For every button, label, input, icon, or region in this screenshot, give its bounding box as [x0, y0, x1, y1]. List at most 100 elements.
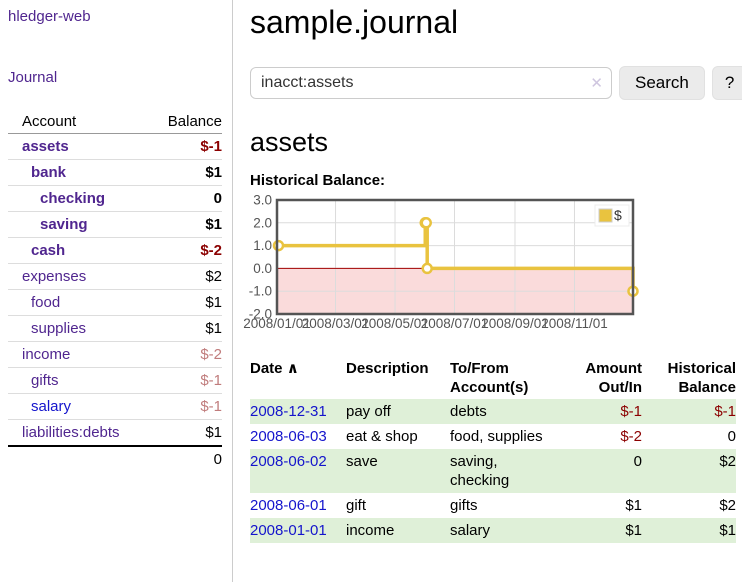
transaction-date-link[interactable]: 2008-01-01: [250, 522, 327, 539]
x-tick-label: 2008/11/01: [541, 316, 608, 331]
account-balance: $-2: [152, 237, 222, 264]
account-balance: $-2: [152, 341, 222, 368]
transaction-balance: 0: [727, 428, 736, 445]
account-balance: $-1: [152, 393, 222, 420]
register-col-date[interactable]: Date ∧: [250, 360, 299, 377]
legend-label: $: [614, 207, 622, 223]
account-row: checking 0: [8, 185, 222, 212]
account-row: assets $-1: [8, 134, 222, 160]
account-link[interactable]: saving: [40, 216, 88, 233]
transaction-balance: $2: [719, 497, 736, 514]
account-link[interactable]: expenses: [22, 268, 87, 285]
transaction-description: gift: [346, 497, 367, 514]
x-tick-label: 2008/03/01: [302, 316, 370, 331]
account-link[interactable]: liabilities:debts: [22, 424, 120, 441]
account-link[interactable]: cash: [31, 242, 66, 259]
account-row: salary $-1: [8, 393, 222, 420]
main-content: sample.journal ✕ Search ? assets Histori…: [233, 0, 742, 582]
transaction-balance: $-1: [714, 403, 736, 420]
account-balance: $1: [152, 419, 222, 446]
account-link[interactable]: gifts: [31, 372, 59, 389]
transaction-date-link[interactable]: 2008-06-02: [250, 453, 327, 470]
register-row: 2008-06-01 gift gifts $1 $2: [250, 493, 736, 518]
sidebar-item-journal[interactable]: Journal: [8, 69, 58, 86]
x-tick-label: 2008/05/01: [361, 316, 429, 331]
account-balance: $-1: [200, 138, 222, 155]
account-row: gifts $-1: [8, 367, 222, 394]
account-balance: $1: [152, 289, 222, 316]
y-tick-label: -2.0: [249, 307, 272, 322]
register-col-balance: Historical Balance: [667, 360, 736, 396]
transaction-amount: $-1: [620, 403, 642, 420]
accounts-table: Account Balance assets $-1 bank $1 checking 0…: [8, 110, 222, 472]
historical-balance-chart[interactable]: $3.0 2.0 1.0 0.0 -1.0 -2.02008/01/012008/03/0…: [243, 193, 740, 335]
account-link[interactable]: checking: [40, 190, 106, 207]
register-row: 2008-12-31 pay off debts $-1 $-1: [250, 399, 736, 424]
account-link[interactable]: assets: [22, 138, 69, 155]
account-link[interactable]: food: [31, 294, 61, 311]
data-point-marker[interactable]: [272, 239, 285, 252]
help-button[interactable]: ?: [711, 66, 742, 100]
account-row: supplies $1: [8, 315, 222, 342]
search-button[interactable]: Search: [619, 66, 705, 100]
register-col-accounts: To/From Account(s): [450, 360, 529, 396]
account-row: expenses $2: [8, 263, 222, 290]
y-tick-label: 1.0: [253, 238, 272, 253]
search-form: ✕ Search ?: [250, 66, 742, 100]
y-tick-label: 3.0: [253, 193, 272, 208]
accounts-total-value: 0: [152, 445, 222, 472]
data-point-marker[interactable]: [421, 262, 433, 275]
register-table: Date ∧ Description To/From Account(s) Am…: [250, 357, 736, 543]
app-title-link[interactable]: hledger-web: [8, 8, 91, 25]
account-balance: $2: [152, 263, 222, 290]
page-title: sample.journal: [250, 4, 459, 40]
register-col-description: Description: [346, 360, 429, 377]
register-header-row: Date ∧ Description To/From Account(s) Am…: [250, 357, 736, 399]
transaction-accounts: saving, checking: [450, 453, 510, 489]
accounts-col-account: Account: [8, 110, 152, 134]
account-balance: 0: [152, 185, 222, 212]
legend-swatch: [598, 208, 613, 223]
account-row: income $-2: [8, 341, 222, 368]
x-tick-label: 2008/01/01: [243, 316, 311, 331]
account-link[interactable]: supplies: [31, 320, 87, 337]
accounts-col-balance: Balance: [152, 110, 222, 134]
x-tick-label: 2008/07/01: [421, 316, 489, 331]
account-row: liabilities:debts $1: [8, 419, 222, 446]
transaction-balance: $2: [719, 453, 736, 470]
transaction-description: income: [346, 522, 395, 539]
accounts-total-row: 0: [8, 445, 222, 472]
register-row: 2008-06-03 eat & shop food, supplies $-2 0: [250, 424, 736, 449]
account-balance: $-1: [152, 367, 222, 394]
account-link[interactable]: salary: [31, 398, 72, 415]
account-page-title: assets: [250, 127, 329, 157]
transaction-date-link[interactable]: 2008-06-01: [250, 497, 327, 514]
account-link[interactable]: bank: [31, 164, 67, 181]
data-point-marker[interactable]: [420, 217, 432, 229]
transaction-accounts: food, supplies: [450, 428, 543, 445]
account-balance: $1: [152, 211, 222, 238]
chart-label: Historical Balance:: [250, 172, 386, 189]
account-row: cash $-2: [8, 237, 222, 264]
transaction-accounts: gifts: [450, 497, 478, 514]
transaction-accounts: debts: [450, 403, 487, 420]
account-row: food $1: [8, 289, 222, 316]
transaction-date-link[interactable]: 2008-06-03: [250, 428, 327, 445]
y-tick-label: 0.0: [253, 261, 272, 276]
transaction-description: eat & shop: [346, 428, 418, 445]
register-row: 2008-06-02 save saving, checking 0 $2: [250, 449, 736, 493]
transaction-description: pay off: [346, 403, 391, 420]
account-balance: $1: [152, 159, 222, 186]
x-tick-label: 2008/09/01: [481, 316, 549, 331]
account-link[interactable]: income: [22, 346, 71, 363]
clear-search-icon[interactable]: ✕: [590, 75, 603, 92]
account-row: saving $1: [8, 211, 222, 238]
sidebar: hledger-web Journal Account Balance asse…: [0, 0, 233, 582]
plot-border: [275, 198, 635, 316]
transaction-date-link[interactable]: 2008-12-31: [250, 403, 327, 420]
transaction-amount: $-2: [620, 428, 642, 445]
transaction-amount: 0: [633, 453, 642, 470]
search-input[interactable]: [250, 67, 612, 99]
y-tick-label: -1.0: [249, 284, 272, 299]
